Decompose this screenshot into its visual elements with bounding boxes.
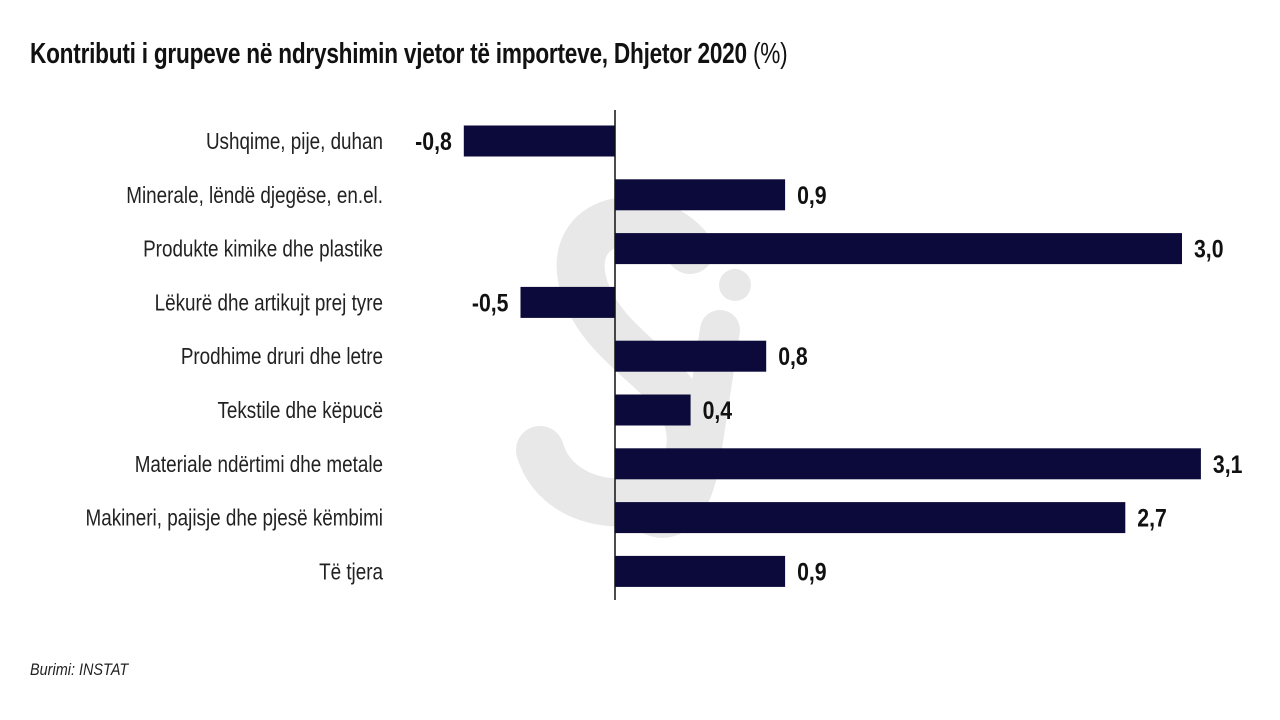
category-label: Ushqime, pije, duhan [206, 129, 383, 154]
category-label: Të tjera [319, 560, 383, 585]
category-label: Minerale, lëndë djegëse, en.el. [126, 183, 383, 208]
data-label: 0,9 [797, 558, 827, 586]
bar [615, 555, 786, 587]
data-label: 3,0 [1194, 235, 1224, 263]
chart-title: Kontributi i grupeve në ndryshimin vjeto… [30, 38, 788, 71]
data-label: 0,4 [703, 396, 733, 424]
data-label: -0,8 [415, 127, 452, 155]
data-label: -0,5 [472, 289, 509, 317]
bar [615, 340, 767, 372]
bar [615, 394, 691, 426]
data-label: 0,8 [778, 343, 808, 371]
title-main: Kontributi i grupeve në ndryshimin vjeto… [30, 38, 747, 70]
data-label: 0,9 [797, 181, 827, 209]
bar [463, 125, 615, 157]
bar [615, 233, 1182, 265]
category-label: Materiale ndërtimi dhe metale [135, 452, 383, 477]
category-label: Lëkurë dhe artikujt prej tyre [155, 291, 383, 316]
category-label: Prodhime druri dhe letre [181, 345, 383, 370]
bar [615, 502, 1126, 534]
bar [520, 286, 615, 318]
category-label: Produkte kimike dhe plastike [143, 237, 383, 262]
data-label: 3,1 [1213, 450, 1243, 478]
source-note: Burimi: INSTAT [30, 660, 129, 679]
bar [615, 448, 1201, 480]
bar [615, 179, 786, 211]
category-label: Tekstile dhe këpucë [217, 398, 383, 423]
data-label: 2,7 [1137, 504, 1167, 532]
title-unit: (%) [752, 38, 788, 70]
watermark-j-dot [719, 269, 751, 301]
category-label: Makineri, pajisje dhe pjesë këmbimi [86, 506, 383, 531]
